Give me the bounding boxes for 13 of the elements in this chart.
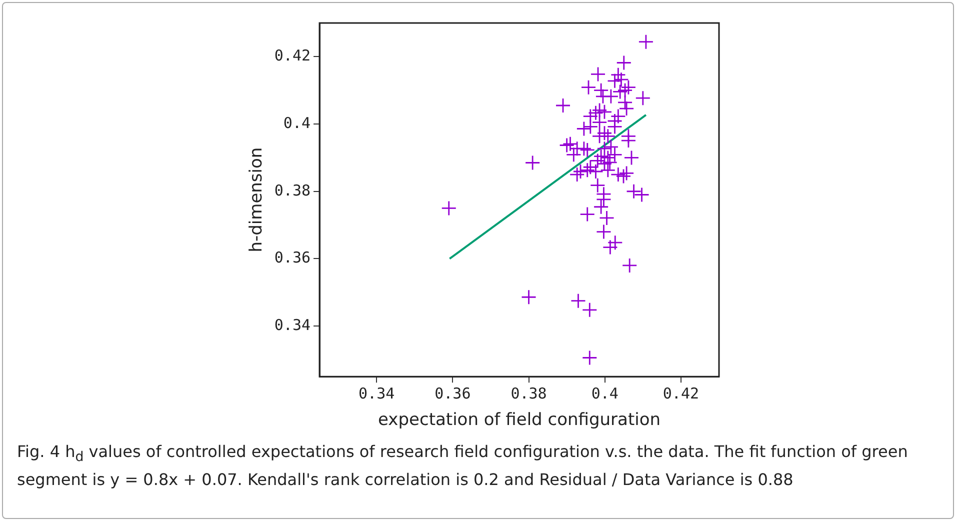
x-tick-label: 0.38 — [510, 384, 547, 402]
x-tick-label: 0.4 — [591, 384, 618, 402]
y-tick-label: 0.4 — [283, 114, 311, 132]
caption: Fig. 4 h$_{d}$ values of controlled expectations of research field configuration v.s. the data. The fit function of green segment is y = 0.8x + 0.07. Kendall's rank correlation is 0.2 and Residual / Data Variance is 0.88 — [17, 441, 909, 492]
y-tick-label: 0.34 — [274, 316, 311, 334]
x-axis-title: expectation of field configuration — [378, 410, 661, 430]
x-tick-label: 0.36 — [434, 384, 471, 402]
x-tick-label: 0.42 — [662, 384, 700, 402]
y-tick-label: 0.36 — [274, 248, 311, 267]
y-tick-label: 0.42 — [274, 46, 311, 65]
x-tick-label: 0.34 — [358, 384, 395, 402]
y-tick-label: 0.38 — [274, 181, 311, 200]
y-axis-title: h-dimension — [246, 147, 267, 252]
